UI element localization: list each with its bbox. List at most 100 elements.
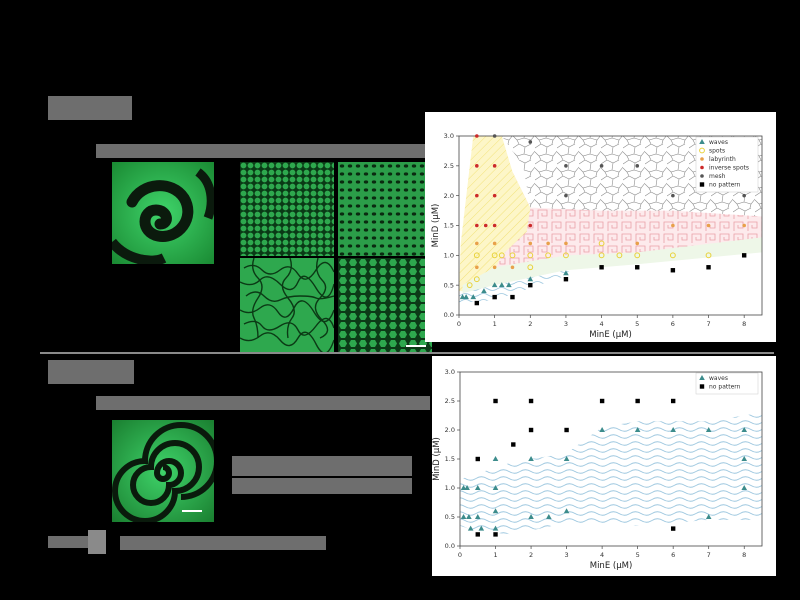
data-point <box>528 514 534 519</box>
data-point <box>510 265 515 270</box>
data-point <box>492 294 497 300</box>
data-point <box>546 514 552 519</box>
data-point <box>599 398 605 404</box>
legend-entry: waves <box>709 375 728 382</box>
scheme-text-redacted-1 <box>232 456 412 476</box>
y-axis-label: MinD (μM) <box>432 437 442 481</box>
data-point <box>563 456 570 461</box>
data-point <box>634 252 641 259</box>
data-point <box>563 252 569 259</box>
legend-marker <box>700 165 704 170</box>
data-point <box>670 398 676 404</box>
data-point <box>564 193 568 198</box>
legend-box <box>695 136 759 193</box>
data-point <box>475 241 479 246</box>
data-point <box>492 265 497 270</box>
x-tick-label: 4 <box>600 320 604 328</box>
data-point <box>463 294 469 300</box>
y-tick-label: 1.5 <box>444 222 454 230</box>
data-point <box>705 514 712 519</box>
x-tick-label: 8 <box>742 320 746 328</box>
data-point <box>492 525 499 531</box>
data-point <box>705 427 712 432</box>
data-point <box>635 164 640 168</box>
section-divider-line <box>40 352 774 354</box>
data-point <box>669 252 676 259</box>
data-point <box>598 240 605 247</box>
inverse-spots-micrograph <box>338 162 432 256</box>
data-point <box>464 485 470 490</box>
phase-diagram-panel-top: 0 1 2 3 4 5 6 7 8 0.0 0.5 1.0 1.5 2.0 2.5 3.0 MinE (μM) M… <box>425 112 776 342</box>
y-tick-label: 1.0 <box>444 252 454 260</box>
phase-diagram-chart-bottom: 0 1 2 3 4 5 6 7 8 0.0 0.5 1.0 1.5 2.0 2.5 3.0 MinE (μM) M… <box>432 368 763 571</box>
data-point <box>545 252 552 259</box>
y-tick-label: 0.5 <box>445 513 455 521</box>
data-point <box>706 265 711 270</box>
data-point <box>635 398 640 404</box>
data-point <box>527 252 534 259</box>
legend-box <box>695 372 759 395</box>
data-point <box>741 485 748 490</box>
bottom-caption-redacted <box>96 396 430 410</box>
x-tick-label: 4 <box>600 551 604 559</box>
labyrinth-micrograph <box>240 258 334 352</box>
x-tick-label: 7 <box>707 551 711 559</box>
data-point <box>509 252 516 259</box>
spots-region <box>459 136 531 292</box>
data-point <box>492 508 499 514</box>
data-point <box>492 164 497 168</box>
footer-text-redacted <box>120 536 326 550</box>
data-point <box>634 427 641 432</box>
data-point <box>528 282 533 288</box>
top-caption-redacted <box>96 144 430 158</box>
mesh-micrograph <box>338 258 432 352</box>
data-point <box>475 223 479 228</box>
y-axis-label: MinD (μM) <box>431 204 441 248</box>
data-point <box>546 241 550 246</box>
x-tick-label: 1 <box>493 320 497 328</box>
data-point <box>474 300 480 306</box>
data-point <box>467 525 474 531</box>
data-point <box>506 282 512 288</box>
y-tick-label: 3.0 <box>445 368 455 376</box>
section-a-label-redacted <box>48 96 132 120</box>
y-tick-label: 0.0 <box>444 311 454 319</box>
data-point <box>705 252 712 259</box>
data-point <box>498 282 505 288</box>
data-point <box>475 134 479 138</box>
x-tick-label: 2 <box>528 320 532 328</box>
section-b-label-redacted <box>48 360 134 384</box>
data-point <box>483 223 488 228</box>
data-point <box>491 252 498 259</box>
data-point <box>635 265 640 270</box>
legend-marker <box>699 384 705 389</box>
legend-entry: no pattern <box>709 182 741 189</box>
x-tick-label: 0 <box>457 320 461 328</box>
legend-marker <box>699 375 705 380</box>
data-point <box>670 526 676 531</box>
x-tick-label: 7 <box>706 320 710 328</box>
data-point <box>527 264 534 271</box>
data-point <box>470 294 477 300</box>
data-point <box>478 525 485 531</box>
x-tick-label: 5 <box>636 551 640 559</box>
data-point <box>492 485 499 490</box>
data-point <box>491 282 498 288</box>
data-point <box>706 223 711 228</box>
y-tick-label: 1.5 <box>445 455 455 463</box>
data-point <box>492 223 497 228</box>
data-point <box>741 427 748 432</box>
data-point <box>498 252 505 259</box>
legend-entry: mesh <box>709 173 726 180</box>
data-point <box>599 427 605 432</box>
transition-band <box>462 237 762 295</box>
data-point <box>473 276 480 283</box>
data-point <box>670 268 676 273</box>
data-point <box>481 288 487 294</box>
data-point <box>475 193 479 198</box>
data-point <box>510 294 515 300</box>
x-tick-label: 8 <box>742 551 746 559</box>
data-point <box>742 193 746 198</box>
data-point <box>563 508 570 514</box>
data-point <box>492 241 497 246</box>
